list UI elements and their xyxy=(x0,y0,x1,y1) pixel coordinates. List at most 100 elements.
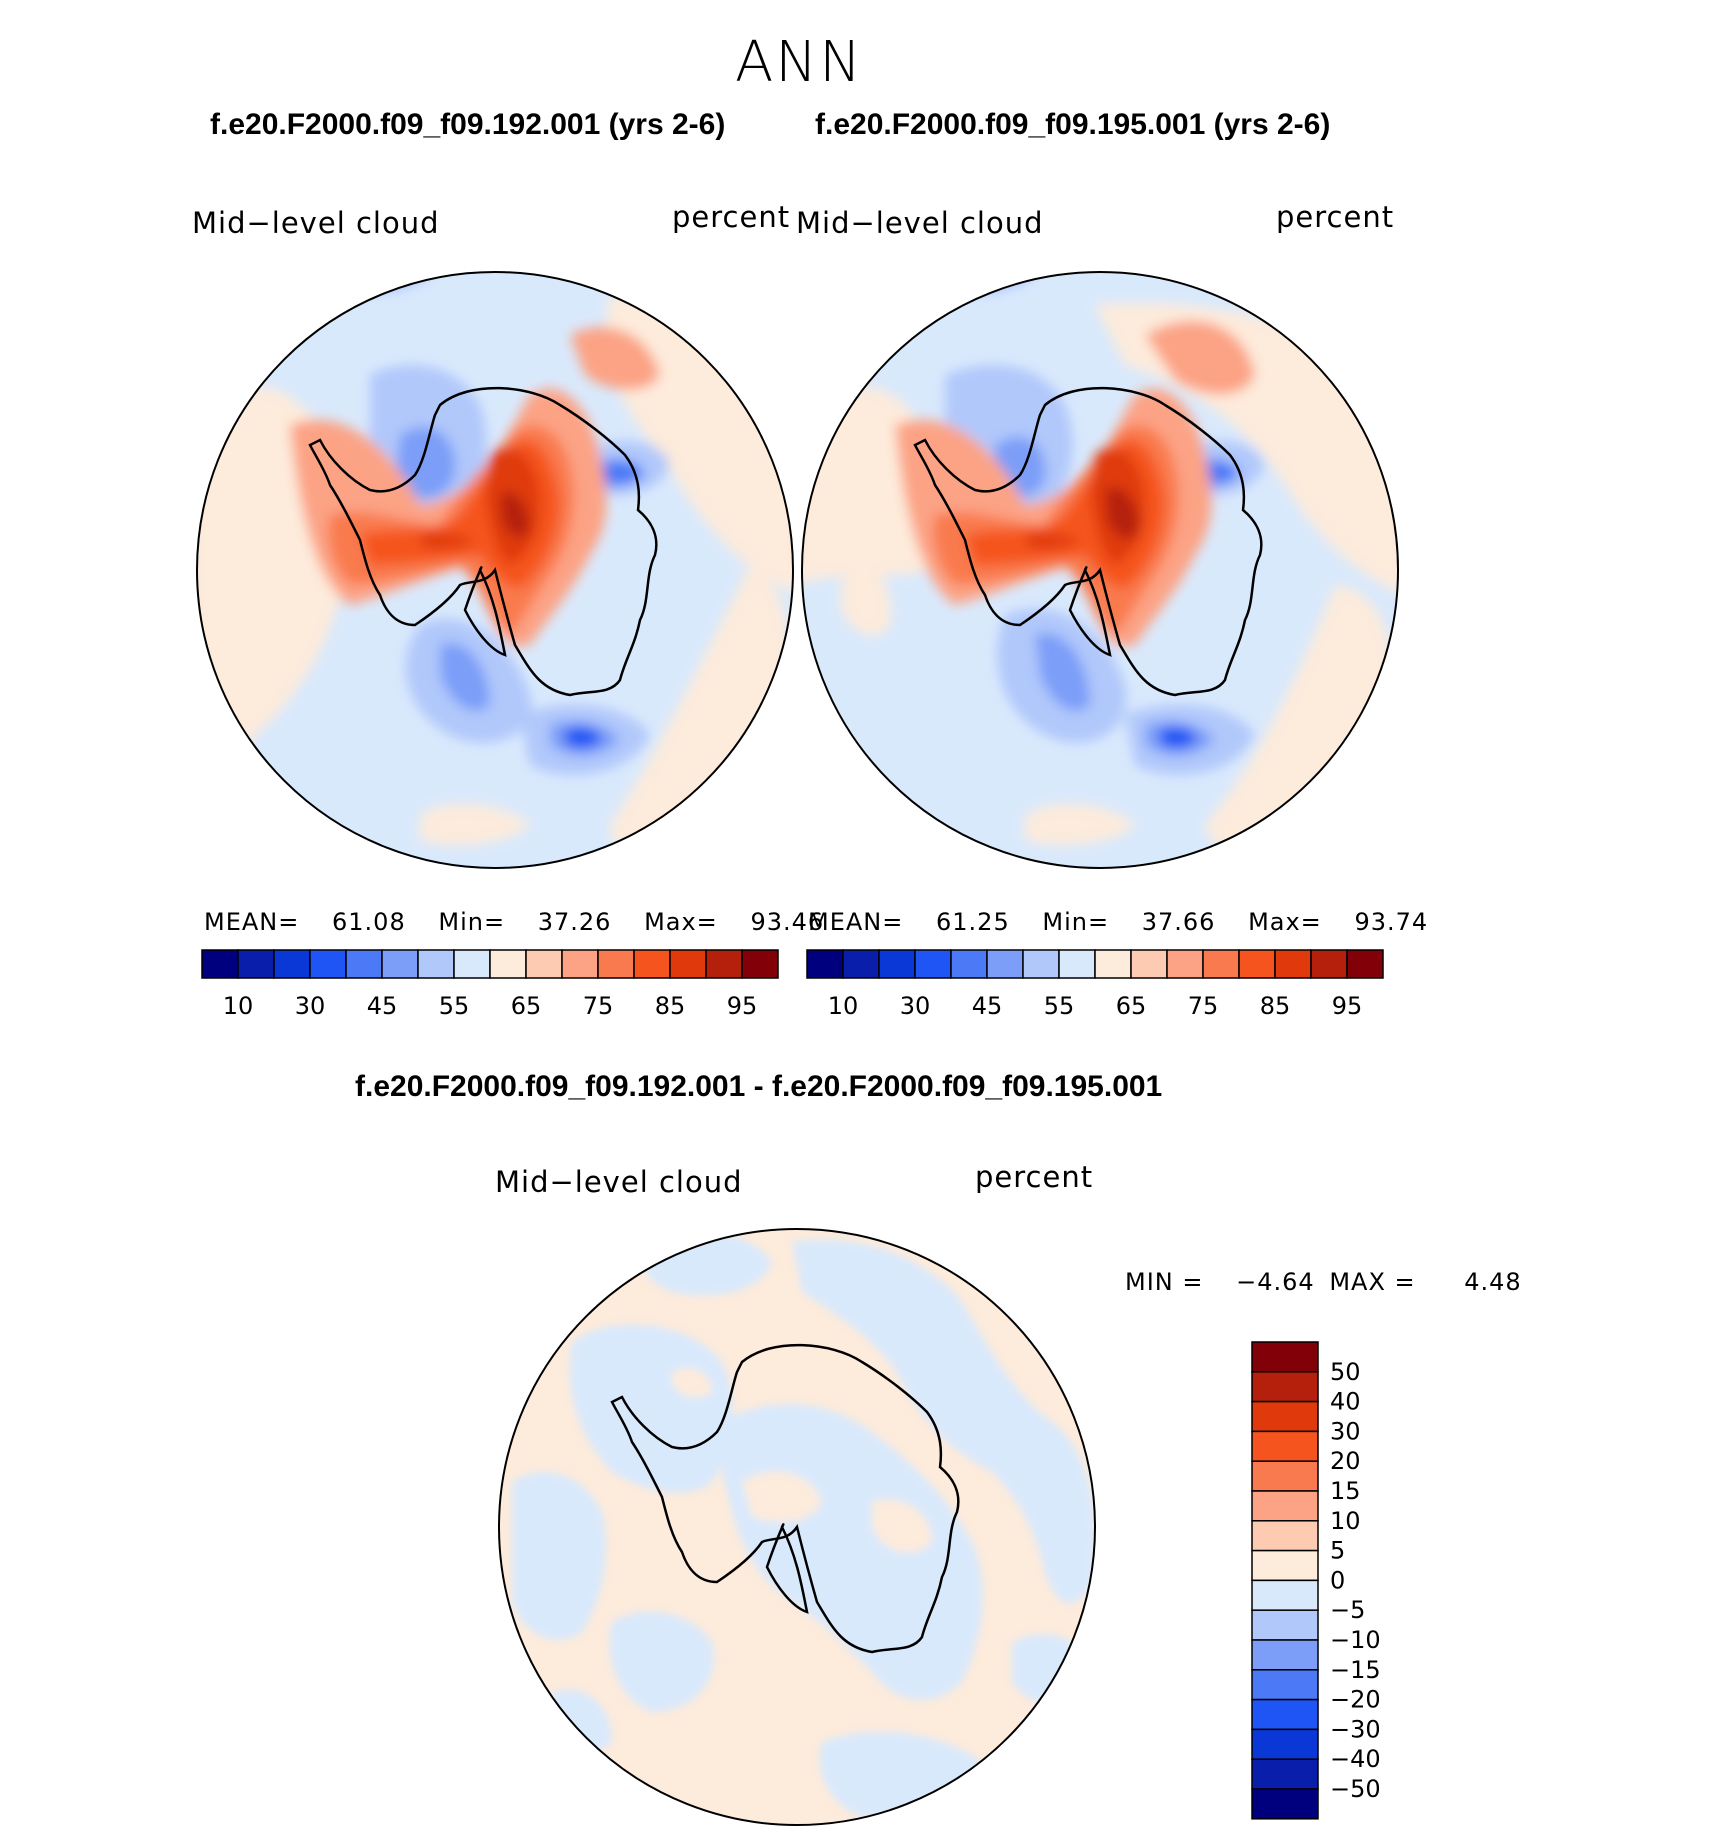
left-min-label: Min= xyxy=(438,908,506,936)
colorbar-tick-label: 75 xyxy=(583,992,614,1020)
colorbar-cell xyxy=(633,949,671,979)
colorbar-cell xyxy=(1251,1460,1319,1492)
colorbar-cell xyxy=(1251,1698,1319,1731)
diff-variable-label: Mid−level cloud xyxy=(495,1165,743,1199)
colorbar-tick-label: 55 xyxy=(439,992,470,1020)
colorbar-cell xyxy=(273,949,311,979)
colorbar-cell xyxy=(878,949,916,979)
colorbar-tick-label: 95 xyxy=(727,992,758,1020)
colorbar-tick-label: 65 xyxy=(1116,992,1147,1020)
colorbar-tick-label: 55 xyxy=(1044,992,1075,1020)
colorbar-cell xyxy=(1346,949,1384,979)
colorbar-tick-label: 95 xyxy=(1332,992,1363,1020)
colorbar-cell xyxy=(381,949,419,979)
colorbar-cell xyxy=(453,949,491,979)
colorbar-cell xyxy=(1251,1609,1319,1641)
diff-polar-map xyxy=(498,1228,1096,1826)
colorbar-tick-label: 0 xyxy=(1330,1566,1345,1594)
colorbar-tick-label: 30 xyxy=(1330,1417,1361,1445)
colorbar-cell xyxy=(1251,1669,1319,1701)
colorbar-cell xyxy=(1022,949,1060,979)
diff-colorbar-cells xyxy=(1251,1341,1319,1820)
colorbar-cell xyxy=(1251,1490,1319,1522)
colorbar-tick-label: −10 xyxy=(1330,1626,1381,1654)
colorbar-cell xyxy=(1202,949,1240,979)
colorbar-cell xyxy=(1130,949,1168,979)
right-colorbar-cells xyxy=(806,949,1384,979)
colorbar-tick-label: 50 xyxy=(1330,1358,1361,1386)
colorbar-cell xyxy=(489,949,527,979)
right-variable-label: Mid−level cloud xyxy=(796,206,1044,240)
left-colorbar: 10 30 45 55 65 75 85 95 xyxy=(201,949,779,1020)
colorbar-tick-label: 45 xyxy=(972,992,1003,1020)
left-case-title: f.e20.F2000.f09_f09.192.001 (yrs 2-6) xyxy=(210,108,726,141)
right-stats: MEAN= 61.25 Min= 37.66 Max= 93.74 xyxy=(808,908,1428,936)
colorbar-cell xyxy=(1251,1400,1319,1433)
colorbar-cell xyxy=(1251,1549,1319,1582)
colorbar-tick-label: 15 xyxy=(1330,1477,1361,1505)
colorbar-cell xyxy=(1094,949,1132,979)
colorbar-tick-label: 30 xyxy=(295,992,326,1020)
left-max-value: 93.46 xyxy=(750,908,825,936)
diff-max-label: MAX = xyxy=(1329,1268,1416,1296)
colorbar-cell xyxy=(741,949,779,979)
colorbar-tick-label: 20 xyxy=(1330,1447,1361,1475)
colorbar-cell xyxy=(950,949,988,979)
colorbar-tick-label: −30 xyxy=(1330,1715,1381,1743)
colorbar-cell xyxy=(842,949,880,979)
colorbar-cell xyxy=(1251,1758,1319,1790)
diff-min-value: −4.64 xyxy=(1236,1268,1315,1296)
colorbar-cell xyxy=(1251,1579,1319,1611)
left-colorbar-cells xyxy=(201,949,779,979)
right-colorbar-labels: 10 30 45 55 65 75 85 95 xyxy=(828,992,1363,1020)
left-stats: MEAN= 61.08 Min= 37.26 Max= 93.46 xyxy=(204,908,824,936)
right-min-value: 37.66 xyxy=(1141,908,1216,936)
right-polar-map xyxy=(801,271,1399,869)
left-colorbar-labels: 10 30 45 55 65 75 85 95 xyxy=(223,992,758,1020)
left-max-label: Max= xyxy=(644,908,718,936)
colorbar-cell xyxy=(1251,1430,1319,1462)
colorbar-cell xyxy=(1251,1520,1319,1552)
right-max-value: 93.74 xyxy=(1354,908,1429,936)
diff-min-label: MIN = xyxy=(1125,1268,1204,1296)
left-units-label: percent xyxy=(672,200,791,234)
colorbar-tick-label: 45 xyxy=(367,992,398,1020)
colorbar-cell xyxy=(417,949,455,979)
colorbar-cell xyxy=(1166,949,1204,979)
colorbar-tick-label: 65 xyxy=(511,992,542,1020)
right-mean-value: 61.25 xyxy=(936,908,1010,936)
colorbar-cell xyxy=(201,949,239,979)
diff-case-title: f.e20.F2000.f09_f09.192.001 - f.e20.F200… xyxy=(355,1070,1163,1103)
colorbar-cell xyxy=(1251,1341,1319,1373)
colorbar-tick-label: 85 xyxy=(655,992,686,1020)
colorbar-cell xyxy=(1251,1371,1319,1403)
colorbar-cell xyxy=(806,949,844,979)
colorbar-cell xyxy=(1251,1788,1319,1820)
colorbar-tick-label: 40 xyxy=(1330,1388,1361,1416)
left-polar-map xyxy=(196,271,794,869)
left-mean-value: 61.08 xyxy=(332,908,406,936)
colorbar-tick-label: 85 xyxy=(1260,992,1291,1020)
right-min-label: Min= xyxy=(1042,908,1110,936)
diff-units-label: percent xyxy=(975,1160,1094,1194)
colorbar-tick-label: 10 xyxy=(828,992,859,1020)
colorbar-cell xyxy=(1310,949,1348,979)
colorbar-tick-label: −15 xyxy=(1330,1656,1381,1684)
colorbar-cell xyxy=(237,949,275,979)
colorbar-cell xyxy=(597,949,635,979)
right-case-title: f.e20.F2000.f09_f09.195.001 (yrs 2-6) xyxy=(815,108,1331,141)
colorbar-cell xyxy=(525,949,563,979)
right-units-label: percent xyxy=(1276,200,1395,234)
left-min-value: 37.26 xyxy=(537,908,612,936)
colorbar-cell xyxy=(705,949,743,979)
colorbar-cell xyxy=(669,949,707,979)
colorbar-cell xyxy=(1058,949,1096,979)
right-max-label: Max= xyxy=(1248,908,1322,936)
diff-max-value: 4.48 xyxy=(1464,1268,1522,1296)
diff-stats: MIN = −4.64 MAX = 4.48 xyxy=(1125,1268,1522,1296)
colorbar-cell xyxy=(309,949,347,979)
colorbar-tick-label: −5 xyxy=(1330,1596,1365,1624)
colorbar-tick-label: 5 xyxy=(1330,1537,1345,1565)
colorbar-tick-label: 30 xyxy=(900,992,931,1020)
